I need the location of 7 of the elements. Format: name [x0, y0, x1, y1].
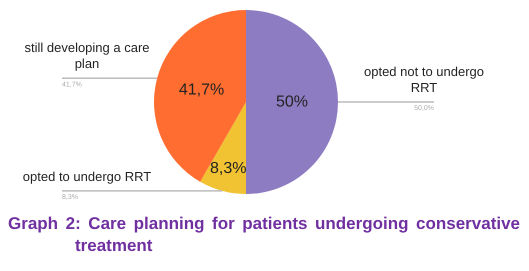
- slice-label: opted not to undergo RRT: [363, 64, 485, 96]
- data-label: 41,7%: [178, 82, 224, 99]
- data-label: 50%: [276, 94, 308, 110]
- slice-label: still developing a care plan: [23, 40, 151, 72]
- slice-label: opted to undergo RRT: [22, 168, 152, 185]
- data-label: 8,3%: [210, 160, 246, 178]
- text: Graph 2: Care planning for patients undergoing conservative treatment: [8, 213, 520, 257]
